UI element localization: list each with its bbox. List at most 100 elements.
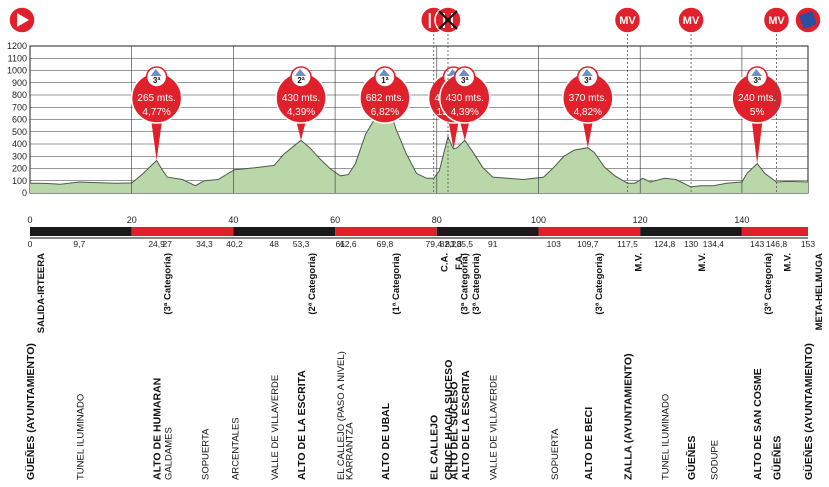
waypoint-extra: META-HELMUGA [814,253,825,331]
waypoint-name: ZALLA (AYUNTAMIENTO) [622,353,634,480]
waypoint-km: 143 [750,239,764,249]
waypoint-lines [131,46,743,193]
category-emblem [577,66,599,88]
category-emblem [145,66,168,88]
y-tick-label: 0 [22,188,27,198]
waypoint-name: GALDAMES [163,427,174,480]
elevation-line [29,108,809,188]
y-tick-label: 1100 [8,53,27,63]
x-tick-label: 120 [633,215,648,225]
waypoint-name: TUNEL ILUMINADO [661,394,672,480]
category-label: 1ª [381,76,388,85]
x-tick-label: 140 [734,215,749,225]
waypoint-name: GÜEÑES [770,436,783,480]
waypoint-extra: M.V. [782,253,793,272]
y-tick-label: 200 [12,164,27,174]
y-tick-label: 1200 [7,41,27,51]
band-segment [30,227,132,236]
mountain-icon [150,69,162,76]
elevation-profile [29,108,809,193]
waypoint-name: EL CALLEJO [429,415,441,480]
waypoint-extra: M.V. [633,253,644,272]
x-tick-label: 0 [27,215,32,225]
waypoint-km: 130 [684,239,698,249]
prohibited-icon [438,10,458,30]
x-axis: 0 20 40 60 80 100 120 140 [27,215,749,225]
category-label: 3ª [753,76,760,85]
MV-marker [762,6,791,34]
waypoint-km: 124,8 [654,239,676,249]
x-tick-label: 20 [127,215,137,225]
waypoint-name: ALTO DE UBAL [380,402,392,480]
category-emblem [374,66,396,88]
badge-pointer [150,116,163,161]
climb-altitude: 430 mts. [282,93,320,104]
mountain-icon [581,69,593,76]
waypoint-km: 117,5 [617,239,638,249]
waypoint-km: 79,4 [425,239,442,249]
waypoint-km: 109,7 [577,239,599,249]
waypoint-name: EL CALLEJO (PASO A NIVEL) [336,351,347,480]
badge-pointer [447,116,460,149]
climb-altitude: 265 mts. [137,93,175,104]
waypoint-name: ARCENTALES [230,417,241,480]
waypoint-name: ALTO DE LA ESCRITA [460,370,472,480]
climb-badges: 3ª 265 mts. 4,77% 2ª 430 mts. 4,39% 1ª 682 mts.… [130,66,783,164]
x-tick-label: 40 [228,215,238,225]
waypoint-name: SOPUERTA [550,428,561,480]
waypoint-name: ALTO DE HUMARAN [152,378,164,480]
waypoint-km: 134,4 [703,239,725,249]
waypoint-extra: (2ª Categoria) [307,253,318,315]
climb-gradient: 4,82% [574,107,602,118]
waypoint-km: 61 [335,239,345,249]
y-axis: 0 100 200 300 400 500 600 700 800 900 1000 1100 1200 [7,41,27,198]
waypoint-name: GÜEÑES (AYUNTAMIENTO) [802,343,815,480]
y-tick-label: 800 [12,90,27,100]
mountain-icon [378,69,390,76]
MV-marker [613,6,642,34]
waypoint-km: 91 [488,239,498,249]
waypoint-km: 24,9 [148,239,165,249]
waypoint-name: ALTO DE LA ESCRITA [296,370,308,480]
climb-altitude: 682 mts. [366,93,404,104]
waypoint-name: KARRANTZA [344,422,355,480]
waypoint-km: 82,2 [440,239,457,249]
distance-band [30,227,808,239]
mv-label: MV [683,15,700,27]
band-segment [131,227,234,236]
waypoint-name: GÜEÑES (AYUNTAMIENTO) [24,343,37,480]
y-tick-label: 700 [12,102,27,112]
waypoint-km: 103 [547,239,561,249]
category-emblem [290,66,312,88]
waypoint-km: 48 [269,239,279,249]
mv-label: MV [619,15,636,27]
waypoint-extra: (1ª Categoria) [391,253,402,315]
band-segment [436,227,539,236]
waypoint-km: 62,6 [340,239,357,249]
category-emblem [746,66,768,88]
waypoint-extra: (3ª Categoria) [460,253,471,315]
band-segment [335,227,437,236]
mountain-icon [751,69,763,76]
waypoint-km: 34,3 [196,239,213,249]
elevation-area [30,109,808,193]
x-tick-label: 100 [531,215,546,225]
climb-gradient: 4,39% [287,107,315,118]
waypoint-extra: (3ª Categoria) [163,253,174,315]
waypoint-name: ALTO DE BECI [583,407,595,480]
y-tick-label: 500 [12,127,27,137]
start-flag-icon [17,13,29,27]
waypoint-km: 0 [28,239,33,249]
y-tick-label: 100 [12,176,27,186]
band-segment [538,227,641,236]
category-label: 3ª [153,76,160,85]
waypoint-name: TUNEL ILUMINADO [75,394,86,480]
waypoint-name: GÜEÑES [685,436,698,480]
waypoint-km: 27 [163,239,173,249]
category-label: 2ª [297,76,304,85]
band-segment [741,227,808,236]
waypoint-name: CRUCE HACIA SUCESO [443,360,455,480]
mountain-icon [458,69,470,76]
badge-pointer [581,116,594,148]
y-tick-label: 900 [12,78,27,88]
